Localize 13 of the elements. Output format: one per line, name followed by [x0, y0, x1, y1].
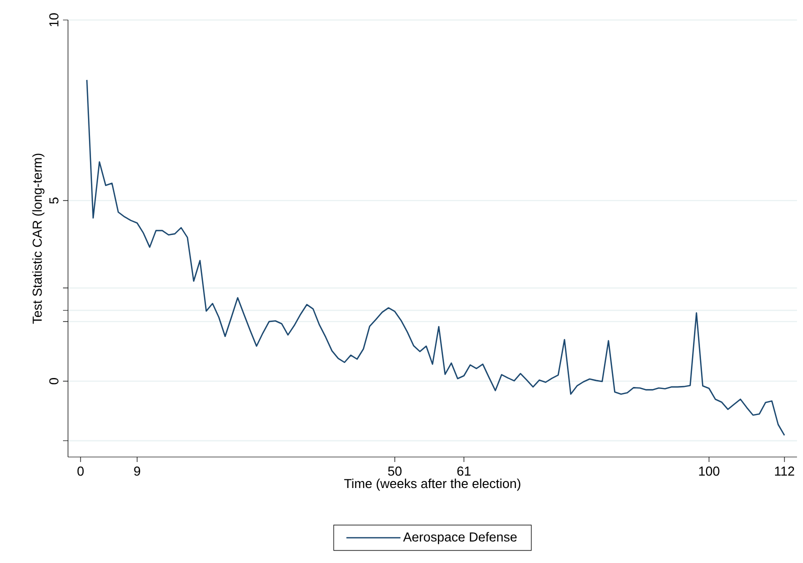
y-axis-title: Test Statistic CAR (long-term) — [32, 154, 44, 324]
x-axis-title: Time (weeks after the election) — [344, 478, 520, 491]
x-tick-label: 61 — [457, 466, 471, 476]
y-tick-label: 10 — [49, 13, 58, 26]
x-tick-label: 112 — [775, 466, 794, 476]
legend-label: Aerospace Defense — [403, 532, 517, 544]
line-series — [86, 79, 786, 436]
y-tick-label: 5 — [49, 198, 58, 204]
y-tick-label: 0 — [49, 378, 58, 384]
x-tick-label: 9 — [134, 466, 140, 476]
x-tick-label: 50 — [388, 466, 402, 476]
x-tick-label: 100 — [699, 466, 720, 476]
x-tick-label: 0 — [77, 466, 84, 476]
